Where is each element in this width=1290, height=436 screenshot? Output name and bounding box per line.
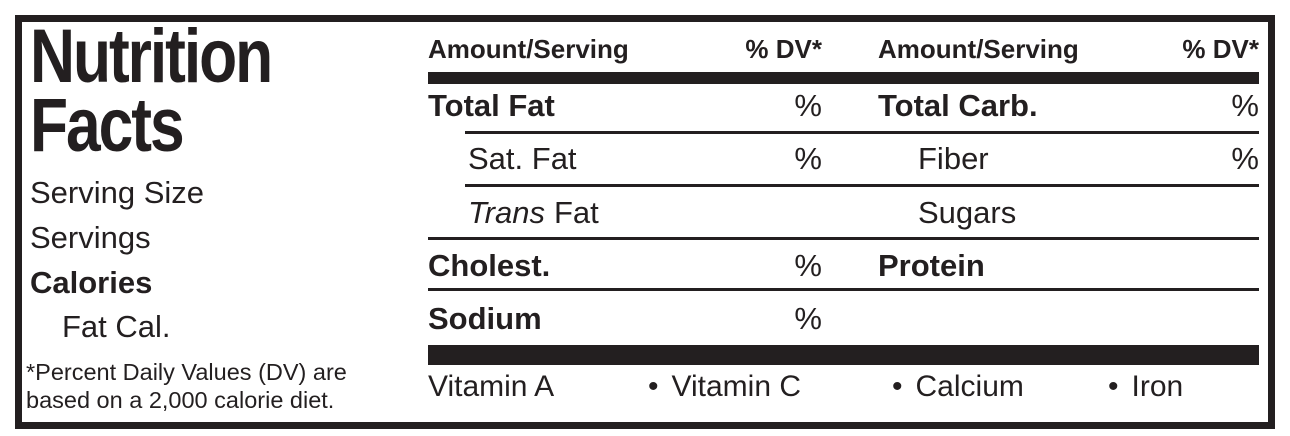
label-title: Nutrition Facts [30, 14, 273, 168]
servings-label: Servings [30, 220, 151, 255]
total-fat-cell: Total Fat % [428, 89, 822, 123]
divider [428, 237, 1259, 240]
protein-cell: Protein [878, 249, 1259, 283]
sugars-cell: Sugars [878, 196, 1259, 230]
table-row: Trans Fat Sugars [428, 196, 1259, 230]
label-title-line2: Facts [30, 83, 185, 168]
vitamin-a-item: Vitamin A [428, 370, 554, 404]
table-row: Total Fat % Total Carb. % [428, 89, 1259, 123]
iron-label: Iron [1131, 370, 1184, 403]
trans-fat-cell: Trans Fat [428, 196, 822, 230]
iron-item: • Iron [1108, 370, 1183, 404]
daily-values-footnote: *Percent Daily Values (DV) are based on … [26, 359, 347, 414]
footnote-line1: *Percent Daily Values (DV) are [26, 359, 347, 385]
calcium-label: Calcium [915, 370, 1024, 403]
total-fat-percent: % [794, 88, 822, 123]
protein-label: Protein [878, 248, 985, 283]
trans-fat-label: Trans Fat [468, 196, 599, 230]
sodium-percent: % [794, 301, 822, 336]
total-carb-percent: % [1231, 88, 1259, 123]
fiber-cell: Fiber % [878, 142, 1259, 176]
sodium-label: Sodium [428, 301, 542, 336]
divider [465, 184, 1259, 187]
cholesterol-cell: Cholest. % [428, 249, 822, 283]
calories-label: Calories [30, 265, 153, 300]
column2-amount-serving-header: Amount/Serving [878, 34, 1079, 64]
calcium-item: • Calcium [892, 370, 1024, 404]
serving-size-label: Serving Size [30, 175, 205, 210]
vitamins-divider-bar [428, 345, 1259, 365]
bullet-icon: • [892, 370, 903, 403]
fat-word: Fat [553, 195, 599, 230]
column1-amount-serving-header: Amount/Serving [428, 34, 629, 64]
divider [428, 288, 1259, 291]
column1-percent-dv-header: % DV* [745, 34, 822, 64]
total-carb-cell: Total Carb. % [878, 89, 1259, 123]
label-border [15, 15, 1275, 429]
header-divider-bar [428, 72, 1259, 84]
sat-fat-label: Sat. Fat [468, 141, 577, 176]
fat-cal-label: Fat Cal. [62, 309, 171, 344]
trans-word: Trans [468, 195, 545, 230]
sat-fat-percent: % [794, 141, 822, 176]
fiber-percent: % [1231, 141, 1259, 176]
vitamin-c-label: Vitamin C [671, 370, 802, 403]
label-title-line1: Nutrition [30, 14, 273, 99]
cholesterol-percent: % [794, 248, 822, 283]
vitamin-a-label: Vitamin A [428, 370, 555, 403]
divider [465, 131, 1259, 134]
table-row: Sat. Fat % Fiber % [428, 142, 1259, 176]
table-row: Sodium % [428, 302, 1259, 336]
bullet-icon: • [648, 370, 659, 403]
sugars-label: Sugars [918, 195, 1017, 230]
vitamins-row: Vitamin A • Vitamin C • Calcium • Iron [428, 370, 1259, 404]
column1-header: Amount/Serving % DV* [428, 34, 822, 65]
footnote-line2: based on a 2,000 calorie diet. [26, 386, 335, 413]
bullet-icon: • [1108, 370, 1119, 403]
column2-header: Amount/Serving % DV* [878, 34, 1259, 65]
column2-percent-dv-header: % DV* [1182, 34, 1259, 64]
sat-fat-cell: Sat. Fat % [428, 142, 822, 176]
vitamin-c-item: • Vitamin C [648, 370, 801, 404]
cholesterol-label: Cholest. [428, 248, 551, 283]
fiber-label: Fiber [918, 141, 989, 176]
total-fat-label: Total Fat [428, 88, 555, 123]
sodium-cell: Sodium % [428, 302, 822, 336]
total-carb-label: Total Carb. [878, 88, 1038, 123]
table-row: Cholest. % Protein [428, 249, 1259, 283]
